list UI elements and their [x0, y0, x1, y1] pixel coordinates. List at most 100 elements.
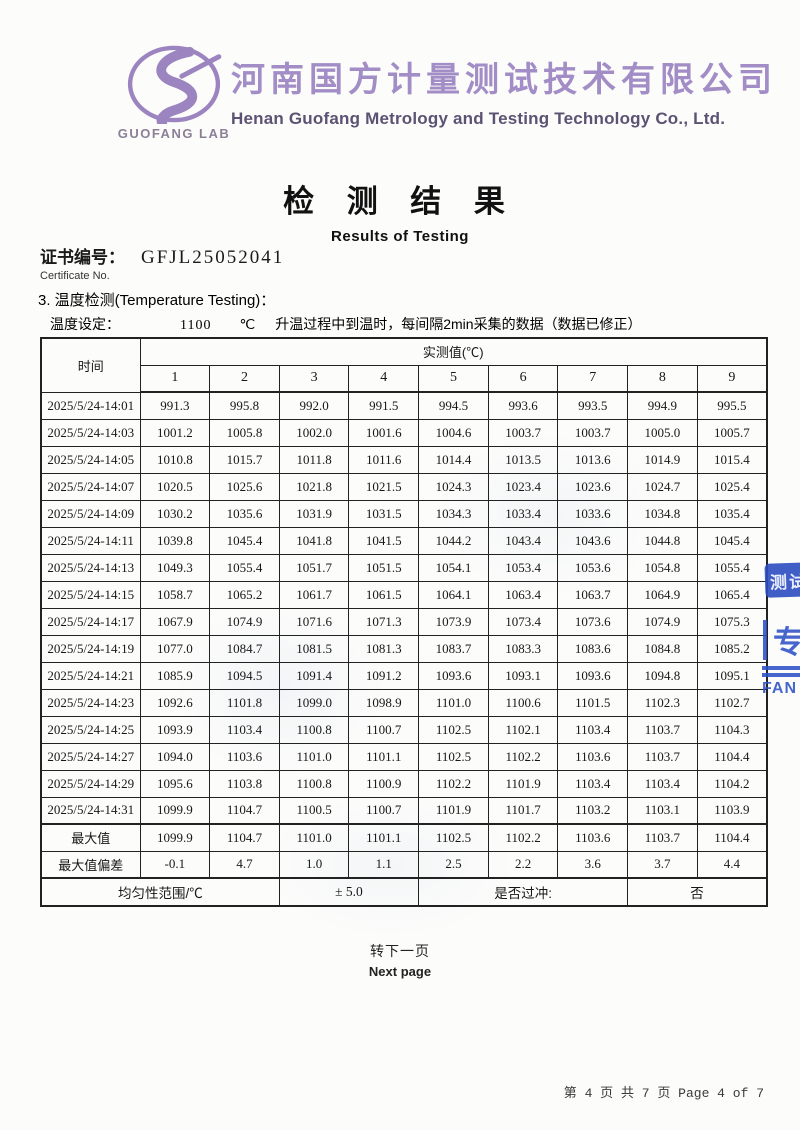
company-header: 河南国方计量测试技术有限公司 Henan Guofang Metrology a… — [231, 52, 772, 129]
table-row: 2025/5/24-14:27 1094.0 1103.6 1101.0 110… — [40, 742, 768, 771]
temp-cell: 1005.0 — [627, 418, 698, 447]
temp-cell: 1102.1 — [487, 715, 559, 744]
table-row: 2025/5/24-14:03 1001.2 1005.8 1002.0 100… — [40, 418, 768, 447]
temp-cell: 1005.8 — [209, 418, 280, 447]
temp-cell: 1004.6 — [418, 418, 489, 447]
table-row: 2025/5/24-14:31 1099.9 1104.7 1100.5 110… — [40, 796, 768, 825]
temp-cell: 1083.6 — [557, 634, 629, 663]
table-row: 2025/5/24-14:07 1020.5 1025.6 1021.8 102… — [40, 472, 768, 501]
temp-cell: 1103.7 — [627, 742, 698, 771]
temp-cell: 1103.1 — [627, 796, 698, 825]
temp-cell: 1103.9 — [696, 796, 768, 825]
time-cell: 2025/5/24-14:17 — [40, 607, 141, 636]
temp-cell: 1071.6 — [278, 607, 350, 636]
temp-cell: 1102.3 — [627, 688, 698, 717]
temp-cell: 1093.9 — [139, 715, 211, 744]
temp-cell: 1064.9 — [627, 580, 698, 609]
temp-cell: 1033.6 — [557, 499, 629, 528]
table-row: 2025/5/24-14:11 1039.8 1045.4 1041.8 104… — [40, 526, 768, 555]
temp-cell: 1065.4 — [696, 580, 768, 609]
time-cell: 2025/5/24-14:03 — [40, 418, 141, 447]
table-row: 2025/5/24-14:17 1067.9 1074.9 1071.6 107… — [40, 607, 768, 636]
stamp-bar — [763, 619, 767, 660]
stamp-line — [762, 673, 800, 677]
max-cell: 1102.2 — [487, 823, 559, 852]
temp-cell: 1102.2 — [487, 742, 559, 771]
next-page-note: 转下一页 Next page — [0, 941, 800, 979]
temp-cell: 1044.2 — [418, 526, 489, 555]
stamp-zhuan: 专 — [763, 617, 800, 662]
temp-cell: 1005.7 — [696, 418, 768, 447]
temp-cell: 1063.7 — [557, 580, 629, 609]
temp-cell: 1100.9 — [348, 769, 420, 798]
temp-cell: 1085.9 — [139, 661, 211, 690]
table-row: 2025/5/24-14:25 1093.9 1103.4 1100.8 110… — [40, 715, 768, 744]
temp-cell: 1030.2 — [139, 499, 211, 528]
stamp-ceshi: 测试 — [764, 562, 800, 598]
stamp-char: 专 — [773, 625, 800, 660]
temp-cell: 1084.7 — [209, 634, 280, 663]
temp-cell: 1010.8 — [139, 445, 211, 474]
temp-cell: 1013.6 — [557, 445, 629, 474]
max-cell: 1104.7 — [209, 823, 280, 852]
time-cell: 2025/5/24-14:09 — [40, 499, 141, 528]
title-en: Results of Testing — [331, 228, 469, 245]
max-cell: 1099.9 — [139, 823, 211, 852]
table-row: 2025/5/24-14:05 1010.8 1015.7 1011.8 101… — [40, 445, 768, 474]
channel-header: 3 — [278, 364, 350, 393]
temp-cell: 1074.9 — [209, 607, 280, 636]
temp-cell: 1094.5 — [209, 661, 280, 690]
temp-cell: 1100.8 — [278, 715, 350, 744]
deviation-cell: 2.5 — [418, 850, 489, 879]
temp-cell: 1101.9 — [487, 769, 559, 798]
temp-cell: 1002.0 — [278, 418, 350, 447]
temp-cell: 1081.5 — [278, 634, 350, 663]
overshoot-label: 是否过冲: — [418, 877, 629, 907]
temp-cell: 1003.7 — [487, 418, 559, 447]
temp-cell: 1058.7 — [139, 580, 211, 609]
temperature-setting-line: 温度设定： 1100 ℃ 升温过程中到温时，每间隔2min采集的数据（数据已修正） — [50, 314, 642, 334]
table-header-row: 时间 实测值(℃) — [40, 337, 768, 393]
temp-cell: 1011.8 — [278, 445, 350, 474]
channel-header: 2 — [209, 364, 280, 393]
temp-cell: 1031.9 — [278, 499, 350, 528]
temp-cell: 1091.2 — [348, 661, 420, 690]
deviation-cell: 1.0 — [278, 850, 350, 879]
uniformity-label: 均匀性范围/℃ — [40, 877, 280, 907]
channel-header: 8 — [627, 364, 698, 393]
temp-cell: 1015.4 — [696, 445, 768, 474]
channel-header: 9 — [696, 364, 768, 393]
max-label: 最大值 — [40, 823, 141, 852]
temp-cell: 1041.5 — [348, 526, 420, 555]
temp-cell: 1011.6 — [348, 445, 420, 474]
temp-cell: 1095.1 — [696, 661, 768, 690]
deviation-cell: 3.7 — [627, 850, 698, 879]
temp-cell: 1104.4 — [696, 742, 768, 771]
deviation-cell: 2.2 — [487, 850, 559, 879]
max-cell: 1101.1 — [348, 823, 420, 852]
temp-cell: 1093.6 — [418, 661, 489, 690]
temp-cell: 1003.7 — [557, 418, 629, 447]
temp-cell: 1034.3 — [418, 499, 489, 528]
time-cell: 2025/5/24-14:27 — [40, 742, 141, 771]
channel-header: 6 — [487, 364, 559, 393]
temp-cell: 1104.2 — [696, 769, 768, 798]
certificate-label-en: Certificate No. — [40, 270, 110, 282]
time-cell: 2025/5/24-14:13 — [40, 553, 141, 582]
temp-cell: 1101.1 — [348, 742, 420, 771]
temp-cell: 1102.5 — [418, 715, 489, 744]
temp-cell: 1101.8 — [209, 688, 280, 717]
next-page-cn: 转下一页 — [370, 943, 430, 959]
table-row: 2025/5/24-14:13 1049.3 1055.4 1051.7 105… — [40, 553, 768, 582]
temp-cell: 1099.0 — [278, 688, 350, 717]
deviation-label: 最大值偏差 — [40, 850, 141, 879]
temp-cell: 1101.5 — [557, 688, 629, 717]
temp-cell: 1100.7 — [348, 715, 420, 744]
temp-cell: 1071.3 — [348, 607, 420, 636]
temp-cell: 1100.8 — [278, 769, 350, 798]
temp-cell: 1067.9 — [139, 607, 211, 636]
temp-cell: 1102.7 — [696, 688, 768, 717]
temp-cell: 1092.6 — [139, 688, 211, 717]
max-cell: 1103.6 — [557, 823, 629, 852]
table-row: 2025/5/24-14:01 991.3 995.8 992.0 991.5 … — [40, 391, 768, 420]
